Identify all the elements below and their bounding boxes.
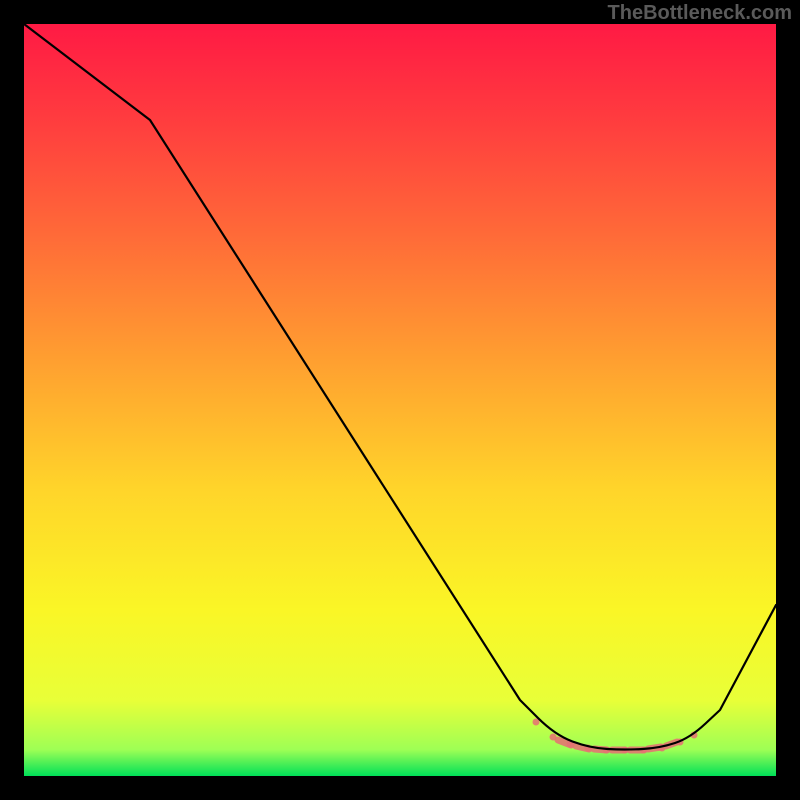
plot-area xyxy=(24,24,776,776)
watermark-text: TheBottleneck.com xyxy=(608,2,792,25)
gradient-background xyxy=(24,24,776,776)
chart-container: TheBottleneck.com xyxy=(0,0,800,800)
plot-svg xyxy=(24,24,776,776)
